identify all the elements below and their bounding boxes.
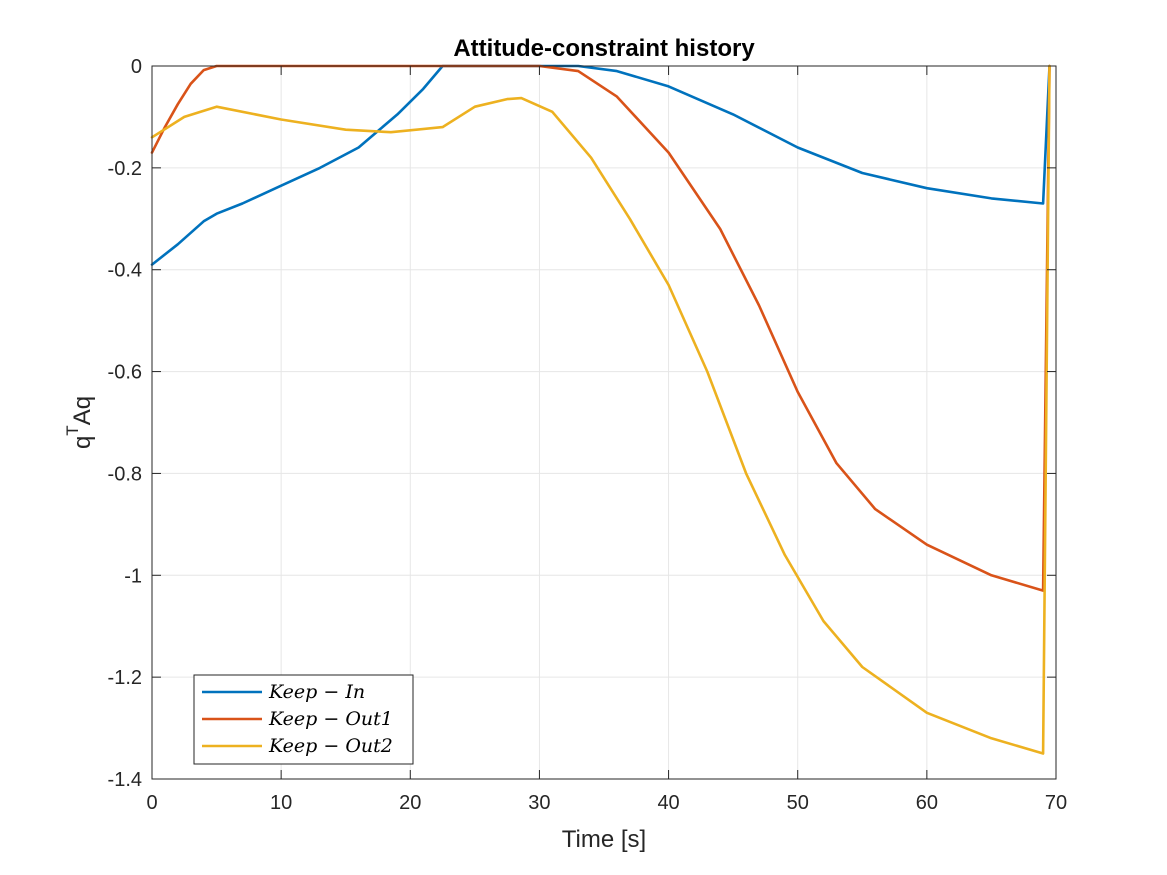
y-tick-label: -0.4	[108, 260, 142, 282]
y-tick-label: -0.2	[108, 158, 142, 180]
legend-label-3: Keep − Out2	[268, 735, 393, 757]
x-axis-label: Time [s]	[562, 826, 646, 853]
x-tick-label: 70	[1045, 792, 1067, 814]
y-axis-label-rest: Aq	[69, 396, 96, 425]
legend-label-1: Keep − In	[268, 681, 365, 703]
chart-title: Attitude-constraint history	[453, 35, 755, 62]
x-tick-label: 0	[146, 792, 157, 814]
series-line-3	[150, 64, 1051, 755]
grid	[151, 65, 1057, 780]
y-tick-label: -1	[124, 565, 142, 587]
y-axis-label: qTAq	[63, 396, 96, 449]
series-line-2	[150, 64, 1051, 592]
y-tick-label: -1.4	[108, 769, 142, 791]
y-axis-label-superscript: T	[63, 425, 82, 435]
legend: Keep − In Keep − Out1 Keep − Out2	[193, 674, 414, 765]
x-tick-label: 60	[916, 792, 938, 814]
x-tick-label: 40	[657, 792, 679, 814]
x-tick-label: 20	[399, 792, 421, 814]
plot-frame	[151, 65, 1057, 780]
axis-ticks: 0 10 20 30 40 50 60 70 0 -0.2 -0.4 -0.6 -0.8 -1 -1.2 -1…	[108, 56, 1068, 814]
x-tick-label: 10	[270, 792, 292, 814]
x-tick-label: 50	[787, 792, 809, 814]
x-tick-label: 30	[528, 792, 550, 814]
legend-label-2: Keep − Out1	[268, 708, 393, 730]
y-tick-label: 0	[131, 56, 142, 78]
y-tick-label: -1.2	[108, 667, 142, 689]
y-tick-label: -0.8	[108, 463, 142, 485]
y-axis-label-base: q	[69, 436, 96, 449]
y-tick-label: -0.6	[108, 362, 142, 384]
